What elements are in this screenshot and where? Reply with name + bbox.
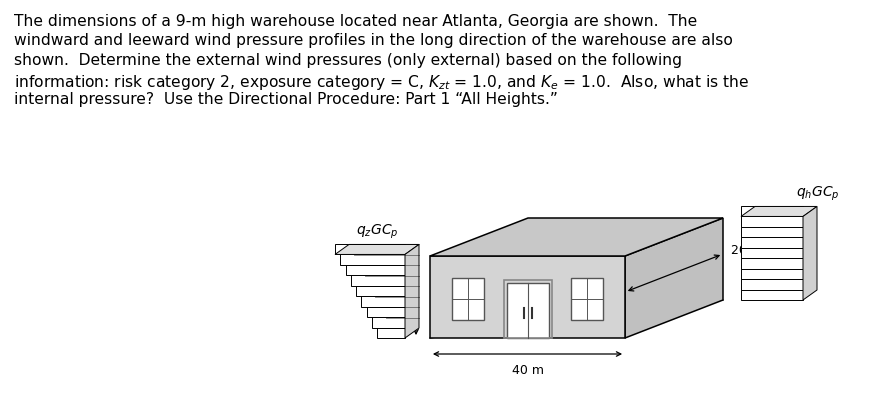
Polygon shape <box>372 317 405 328</box>
Text: $q_h GC_p$: $q_h GC_p$ <box>797 184 839 202</box>
Polygon shape <box>430 218 723 256</box>
Polygon shape <box>741 280 803 290</box>
Text: 20 m: 20 m <box>731 244 763 257</box>
Bar <box>452 278 484 320</box>
Polygon shape <box>741 248 803 259</box>
Polygon shape <box>741 238 803 248</box>
Text: information: risk category 2, exposure category = C, $K_{zt}$ = 1.0, and $K_e$ =: information: risk category 2, exposure c… <box>14 72 749 91</box>
Polygon shape <box>741 206 803 217</box>
Polygon shape <box>335 244 405 255</box>
Text: internal pressure?  Use the Directional Procedure: Part 1 “All Heights.”: internal pressure? Use the Directional P… <box>14 92 558 107</box>
Polygon shape <box>367 307 405 317</box>
Polygon shape <box>351 275 405 286</box>
Polygon shape <box>405 245 419 338</box>
Bar <box>503 280 551 338</box>
Polygon shape <box>335 245 419 255</box>
Text: shown.  Determine the external wind pressures (only external) based on the follo: shown. Determine the external wind press… <box>14 53 682 68</box>
Polygon shape <box>803 207 817 300</box>
Polygon shape <box>625 218 723 338</box>
Text: windward and leeward wind pressure profiles in the long direction of the warehou: windward and leeward wind pressure profi… <box>14 33 733 48</box>
Polygon shape <box>377 328 405 338</box>
Polygon shape <box>741 269 803 280</box>
Text: 40 m: 40 m <box>511 363 543 376</box>
Text: The dimensions of a 9-m high warehouse located near Atlanta, Georgia are shown. : The dimensions of a 9-m high warehouse l… <box>14 14 698 29</box>
Polygon shape <box>741 207 817 217</box>
Polygon shape <box>345 265 405 275</box>
Polygon shape <box>741 290 803 300</box>
Bar <box>507 283 549 338</box>
Polygon shape <box>340 255 405 265</box>
Polygon shape <box>361 297 405 307</box>
Text: $q_z GC_p$: $q_z GC_p$ <box>356 222 398 240</box>
Polygon shape <box>356 286 405 297</box>
Polygon shape <box>741 227 803 238</box>
Polygon shape <box>741 259 803 269</box>
Polygon shape <box>741 217 803 227</box>
Text: 9 m: 9 m <box>378 291 402 304</box>
Polygon shape <box>430 256 625 338</box>
Bar <box>571 278 603 320</box>
